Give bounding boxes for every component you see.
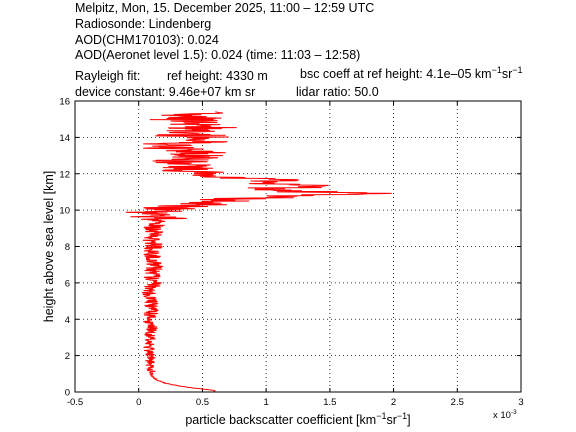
device-constant-label: device constant: 9.46e+07 km sr <box>75 85 256 99</box>
title-line-3: AOD(CHM170103): 0.024 <box>75 33 219 47</box>
x-tick-label: -0.5 <box>67 397 83 408</box>
x-axis-ticks: -0.5 0 0.5 1 1.5 2 2.5 3 <box>67 101 524 408</box>
x-tick-label: 3 <box>518 397 523 408</box>
y-axis-label: height above sea level [km] <box>42 171 56 322</box>
x-axis-label: particle backscatter coefficient [km−1sr… <box>185 411 410 427</box>
x-tick-label: 0.5 <box>196 397 209 408</box>
plot-frame <box>74 100 522 393</box>
y-tick-label: 2 <box>65 351 70 362</box>
title-line-4: AOD(Aeronet level 1.5): 0.024 (time: 11:… <box>75 48 361 62</box>
x-tick-label: 2 <box>391 397 396 408</box>
y-axis-ticks: 0 2 4 6 8 10 12 14 16 <box>59 97 521 399</box>
x-tick-label: 0 <box>136 397 141 408</box>
x-axis-multiplier-exp: -3 <box>511 409 517 416</box>
lidar-ratio-label: lidar ratio: 50.0 <box>296 85 379 99</box>
x-tick-label: 2.5 <box>451 397 464 408</box>
y-tick-label: 4 <box>65 315 70 326</box>
bsc-coeff-label: bsc coeff at ref height: 4.1e–05 km−1sr−… <box>300 64 523 81</box>
title-line-2: Radiosonde: Lindenberg <box>75 17 212 31</box>
x-axis-multiplier: x 10-3 <box>493 409 517 421</box>
grid-lines <box>75 101 521 392</box>
rayleigh-fit-label: Rayleigh fit: <box>75 69 141 83</box>
x-tick-label: 1.5 <box>323 397 336 408</box>
ref-height-label: ref height: 4330 m <box>167 69 268 83</box>
y-tick-label: 16 <box>59 97 70 108</box>
y-tick-label: 12 <box>59 169 70 180</box>
y-tick-label: 14 <box>59 133 70 144</box>
y-tick-label: 8 <box>65 242 70 253</box>
x-axis-multiplier-base: x 10 <box>493 410 511 421</box>
y-tick-label: 10 <box>59 206 70 217</box>
bsc-coeff-text: bsc coeff at ref height: 4.1e–05 km <box>300 67 492 81</box>
x-tick-label: 1 <box>263 397 268 408</box>
y-tick-label: 6 <box>65 278 70 289</box>
series-line-backscatter <box>125 111 392 393</box>
y-tick-label: 0 <box>65 388 70 399</box>
title-line-1: Melpitz, Mon, 15. December 2025, 11:00 –… <box>75 1 375 15</box>
